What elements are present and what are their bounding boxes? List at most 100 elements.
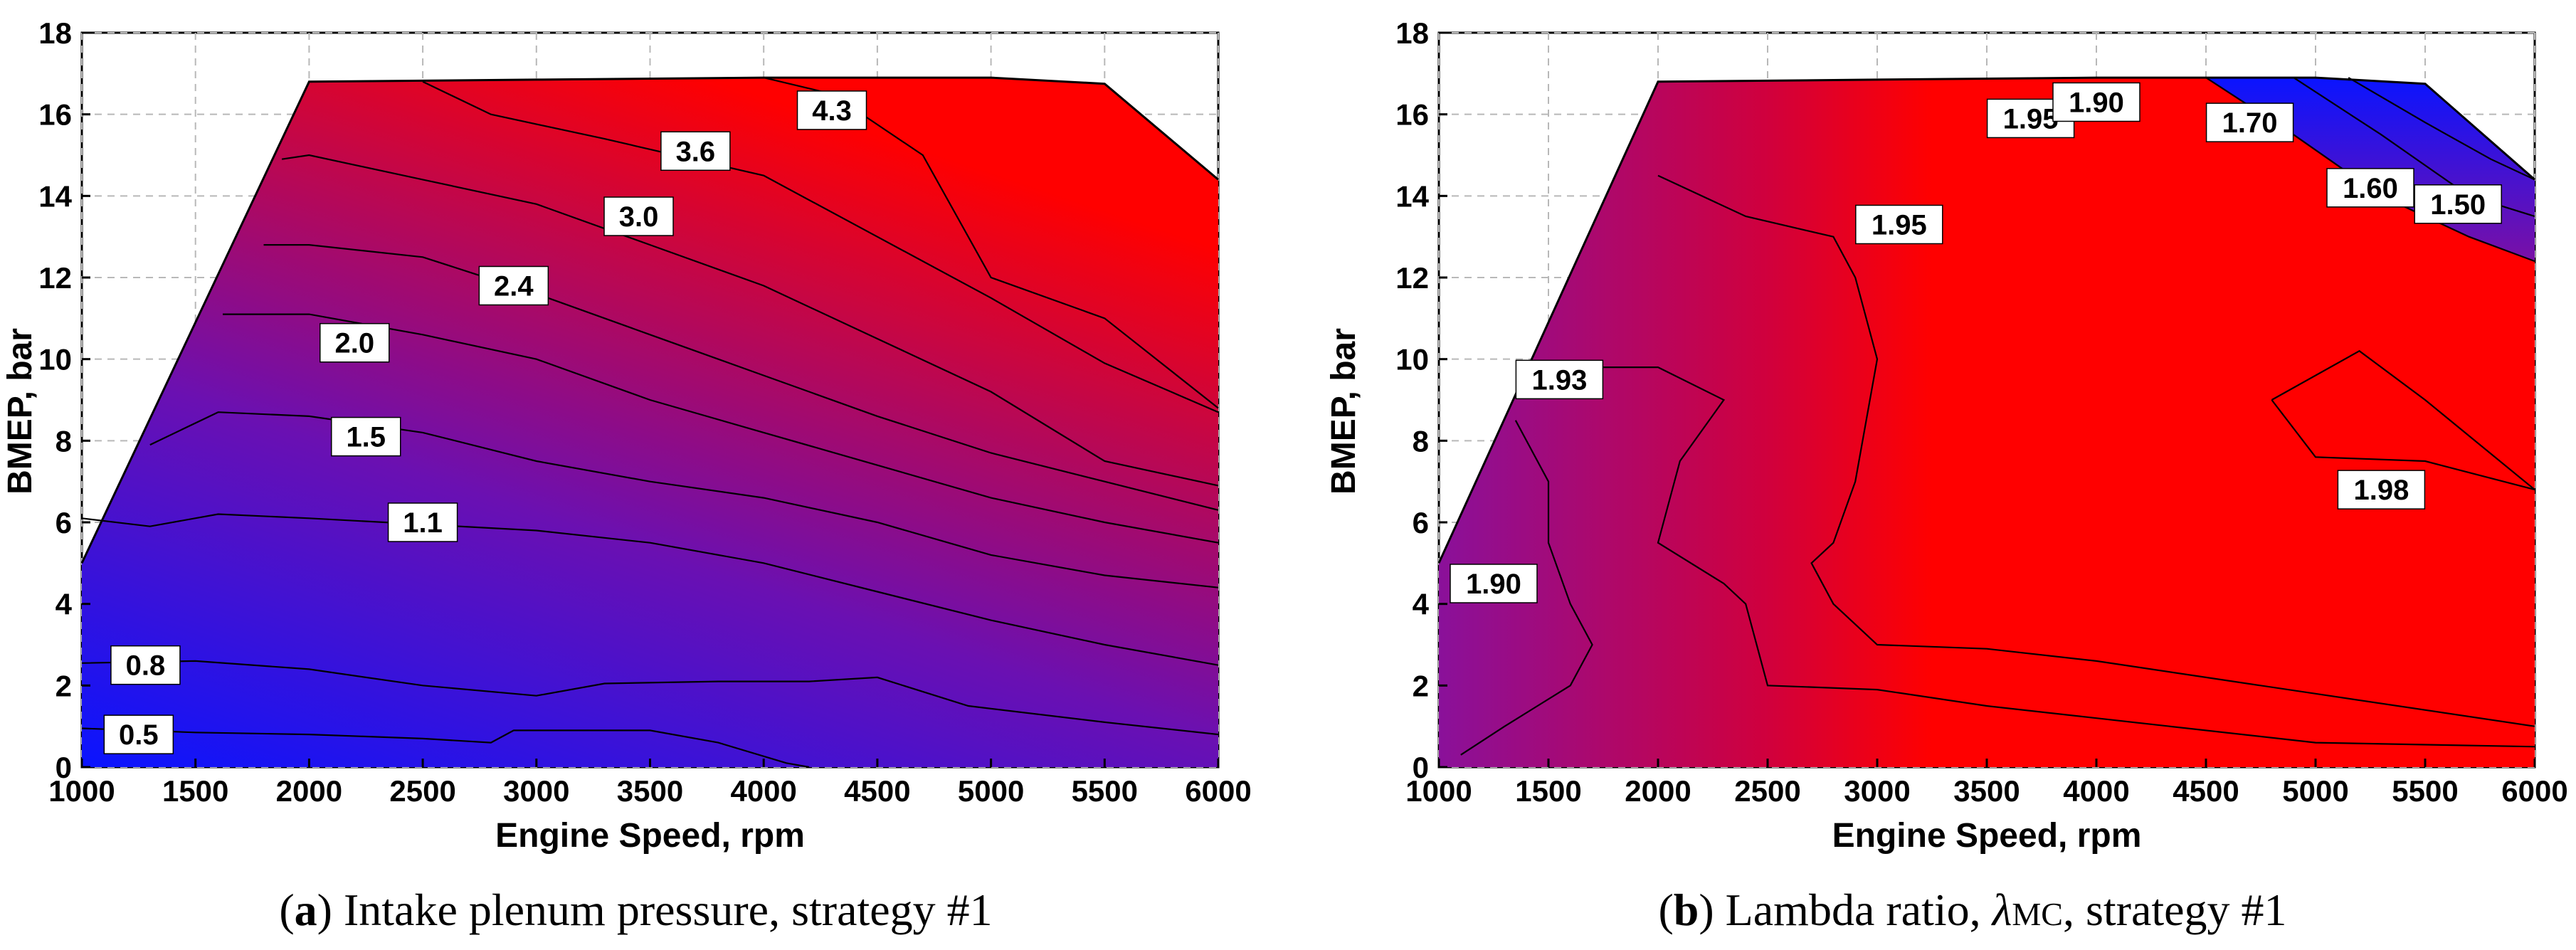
contour-label: 1.93 bbox=[1515, 359, 1604, 400]
y-tick-label: 18 bbox=[38, 16, 72, 50]
contour-label-box bbox=[1450, 564, 1538, 603]
contour-label: 3.6 bbox=[660, 131, 731, 171]
caption-letter-a: a bbox=[295, 885, 317, 935]
isoline-1-9 bbox=[1460, 420, 1593, 756]
y-tick-label: 4 bbox=[56, 588, 73, 621]
contour-label-text: 1.93 bbox=[1531, 364, 1587, 396]
contour-label-box bbox=[1515, 359, 1604, 400]
contour-label-text: 4.3 bbox=[812, 95, 852, 127]
chart-panel-b: 1000 1500 2000 2500 3000 3500 4000 4500 5000 5500… bbox=[1325, 16, 2568, 935]
x-tick-label: 5500 bbox=[1072, 774, 1138, 808]
region-edge-b bbox=[1437, 76, 2535, 564]
isoline-1-98 bbox=[2271, 349, 2535, 491]
contour-label: 1.50 bbox=[2414, 184, 2502, 224]
contour-label-box bbox=[110, 645, 181, 685]
x-ticks-a: 1000 1500 2000 2500 3000 3500 4000 4500 5000 5500… bbox=[48, 759, 1252, 808]
contour-label: 0.5 bbox=[103, 714, 174, 754]
contour-label-box bbox=[331, 416, 401, 457]
isoline-1-5 bbox=[149, 411, 1219, 589]
x-tick-label: 5500 bbox=[2392, 774, 2458, 808]
x-tick-label: 4500 bbox=[844, 774, 910, 808]
contour-label-text: 1.90 bbox=[1466, 569, 1521, 600]
y-ticks-a: 0 2 4 6 8 10 12 14 16 18 bbox=[38, 16, 90, 784]
caption-text-b-post: , strategy #1 bbox=[2063, 885, 2287, 935]
y-tick-label: 8 bbox=[1413, 424, 1429, 458]
y-tick-label: 2 bbox=[1413, 669, 1429, 702]
contour-label-text: 1.1 bbox=[403, 507, 443, 539]
x-tick-label: 5000 bbox=[2282, 774, 2348, 808]
contour-label-box bbox=[387, 502, 458, 542]
isoline-2-4 bbox=[263, 244, 1219, 511]
isoline-3 bbox=[281, 154, 1219, 487]
x-tick-label: 2000 bbox=[276, 774, 342, 808]
contour-label: 0.8 bbox=[110, 645, 181, 685]
contour-label-text: 0.5 bbox=[119, 719, 159, 751]
contour-label: 1.90 bbox=[2052, 82, 2140, 122]
isoline-1-93 bbox=[1548, 366, 2535, 748]
contour-label-text: 1.95 bbox=[2003, 103, 2059, 134]
contour-label-box bbox=[320, 322, 390, 363]
contour-label-box bbox=[660, 131, 731, 171]
contour-label: 1.1 bbox=[387, 502, 458, 542]
contour-label-box bbox=[2326, 168, 2414, 208]
chart-panel-a: 1000 1500 2000 2500 3000 3500 4000 4500 5000 5500… bbox=[1, 16, 1252, 935]
contour-label-text: 1.90 bbox=[2069, 87, 2124, 118]
x-tick-label: 2500 bbox=[1734, 774, 1800, 808]
x-axis-label-b: Engine Speed, rpm bbox=[1832, 817, 2142, 855]
y-tick-label: 10 bbox=[38, 343, 72, 376]
y-tick-label: 4 bbox=[1413, 588, 1430, 621]
caption-text-a: Intake plenum pressure, strategy #1 bbox=[332, 885, 993, 935]
y-tick-label: 6 bbox=[1413, 506, 1429, 539]
contour-label-text: 1.50 bbox=[2430, 189, 2486, 221]
isoline-0-8 bbox=[81, 660, 1219, 736]
contour-label-box bbox=[2337, 470, 2426, 510]
y-tick-label: 12 bbox=[1395, 261, 1429, 295]
y-tick-label: 10 bbox=[1395, 343, 1429, 376]
contour-label-box bbox=[2052, 82, 2140, 122]
contour-label-text: 1.60 bbox=[2343, 173, 2398, 204]
x-tick-label: 4000 bbox=[730, 774, 796, 808]
contour-label-text: 2.0 bbox=[334, 328, 374, 359]
caption-sub-b: MC bbox=[2012, 896, 2063, 932]
isoline-3-6 bbox=[422, 80, 1219, 413]
x-tick-label: 4500 bbox=[2173, 774, 2239, 808]
caption-b: (b) Lambda ratio, λMC, strategy #1 bbox=[1658, 885, 2286, 935]
x-tick-label: 5000 bbox=[958, 774, 1024, 808]
contour-label-box bbox=[478, 265, 549, 306]
isoline-1-5 bbox=[2348, 77, 2535, 181]
x-tick-label: 1000 bbox=[1405, 774, 1472, 808]
contour-label-text: 1.98 bbox=[2353, 475, 2409, 506]
contour-label-text: 3.6 bbox=[676, 136, 716, 167]
contour-label-box bbox=[603, 196, 674, 236]
contour-label: 1.70 bbox=[2205, 102, 2294, 142]
x-tick-label: 1500 bbox=[162, 774, 228, 808]
y-tick-label: 0 bbox=[56, 751, 72, 784]
contour-label-text: 0.8 bbox=[126, 650, 166, 682]
x-tick-label: 6000 bbox=[2501, 774, 2567, 808]
contour-label-text: 2.4 bbox=[494, 270, 534, 302]
contour-label: 1.90 bbox=[1450, 564, 1538, 603]
contour-label: 2.4 bbox=[478, 265, 549, 306]
x-tick-label: 3000 bbox=[503, 774, 569, 808]
caption-letter-b: b bbox=[1674, 885, 1699, 935]
contour-label: 3.0 bbox=[603, 196, 674, 236]
contour-label-text: 1.5 bbox=[346, 422, 386, 453]
contour-label: 1.98 bbox=[2337, 470, 2426, 510]
contour-label-box bbox=[1855, 204, 1943, 245]
y-tick-label: 16 bbox=[38, 98, 72, 132]
contour-label-box bbox=[103, 714, 174, 754]
region-edge-a bbox=[80, 76, 1219, 564]
x-tick-label: 3000 bbox=[1844, 774, 1910, 808]
x-tick-label: 6000 bbox=[1185, 774, 1251, 808]
y-tick-label: 12 bbox=[38, 261, 72, 295]
isoline-1-95 bbox=[1657, 174, 2535, 727]
contour-label-box bbox=[796, 90, 867, 130]
x-axis-label-a: Engine Speed, rpm bbox=[495, 817, 805, 855]
contour-fill-b bbox=[1439, 78, 2535, 768]
x-ticks-b: 1000 1500 2000 2500 3000 3500 4000 4500 5000 5500… bbox=[1405, 759, 2568, 808]
isoline-0-5 bbox=[81, 727, 810, 769]
y-tick-label: 0 bbox=[1413, 751, 1429, 784]
contour-label: 1.95 bbox=[1855, 204, 1943, 245]
contour-label-text: 1.70 bbox=[2222, 107, 2278, 139]
x-tick-label: 1000 bbox=[48, 774, 115, 808]
